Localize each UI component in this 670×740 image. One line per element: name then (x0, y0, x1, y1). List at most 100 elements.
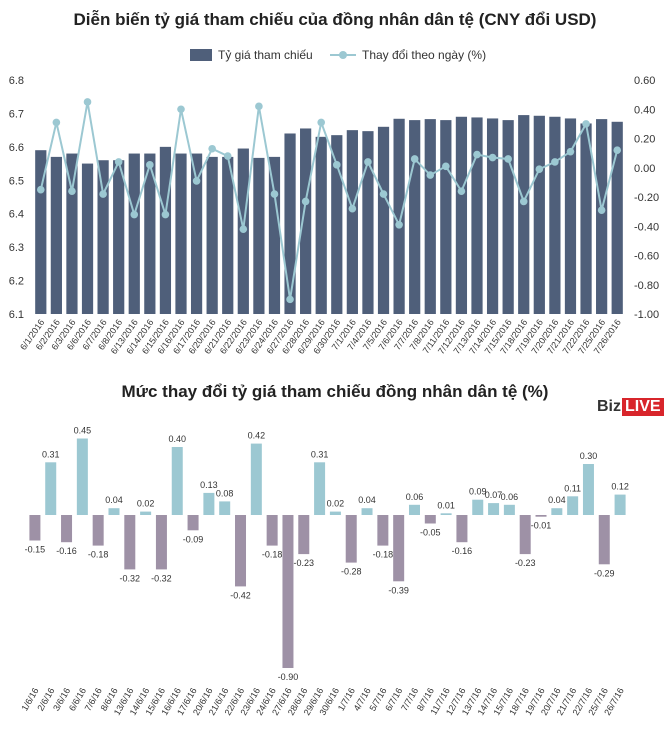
line-point (535, 165, 544, 174)
bar-negative (456, 515, 468, 543)
chart2-title: Mức thay đổi tỷ giá tham chiếu đồng nhân… (121, 382, 549, 401)
bar (502, 120, 514, 314)
bar-positive (76, 438, 88, 515)
line-point (457, 187, 466, 195)
line-point (364, 158, 372, 166)
data-label: -0.18 (88, 550, 109, 560)
bar-positive (408, 504, 420, 515)
line-point (146, 161, 154, 169)
bar-negative (377, 515, 389, 546)
bar (440, 120, 452, 314)
bar (144, 153, 156, 314)
bar-positive (314, 462, 326, 515)
bar-positive (329, 511, 341, 515)
line-point (99, 190, 107, 198)
data-label: 0.40 (168, 434, 186, 444)
line-point (379, 190, 388, 198)
line-point (395, 220, 403, 229)
chart1-legend: Tỷ giá tham chiếu Thay đổi theo ngày (%) (0, 48, 670, 66)
bar-negative (424, 515, 436, 524)
y-left-tick-label: 6.1 (9, 309, 24, 321)
bar-positive (108, 508, 120, 515)
bar (35, 150, 47, 314)
bar (393, 118, 405, 314)
bar (222, 156, 234, 314)
line-point (83, 98, 92, 106)
brand-live: LIVE (622, 398, 664, 416)
line-point (161, 210, 170, 219)
data-label: -0.09 (183, 534, 204, 544)
bar (486, 118, 499, 314)
bar (81, 163, 94, 314)
line-point (255, 102, 263, 111)
line-point (597, 206, 606, 214)
bar-negative (29, 515, 41, 541)
y-left-tick-label: 6.2 (9, 276, 24, 288)
data-label: 0.04 (358, 495, 376, 505)
line-point (239, 225, 248, 233)
chart1-title: Diễn biến tỷ giá tham chiếu của đồng nhâ… (73, 10, 597, 29)
line-point (566, 147, 575, 156)
line-point (332, 161, 341, 169)
line-point (348, 204, 357, 213)
data-label: 0.45 (74, 426, 92, 436)
bar (409, 120, 421, 314)
bar (362, 131, 374, 314)
bar (471, 117, 483, 314)
data-label: -0.18 (373, 550, 394, 560)
bar-positive (503, 504, 515, 515)
data-label: 0.11 (564, 483, 581, 493)
bar (455, 116, 468, 315)
series-line (39, 101, 619, 300)
data-label: -0.15 (25, 545, 46, 555)
bar-positive (582, 464, 594, 515)
bizlive-logo: Biz LIVE (597, 398, 664, 416)
data-label: -0.01 (531, 521, 552, 531)
y-right-tick-label: 0.40 (634, 104, 655, 116)
data-label: 0.04 (105, 495, 123, 505)
line-point (410, 155, 419, 163)
bar (596, 119, 608, 315)
bar-negative (535, 515, 547, 517)
bar-negative (393, 515, 405, 582)
bar (206, 156, 218, 314)
line-point (426, 171, 435, 179)
line-point (551, 158, 559, 166)
bar-negative (345, 515, 357, 563)
bar-negative (282, 515, 294, 668)
bar-positive (250, 443, 262, 515)
bar-negative (155, 515, 167, 570)
bar (564, 118, 577, 314)
data-label: 0.42 (248, 431, 266, 441)
bar (549, 116, 561, 315)
line-point (177, 105, 185, 114)
bar-positive (45, 462, 57, 515)
line-point (473, 150, 481, 159)
y-left-tick-label: 6.6 (9, 142, 24, 154)
bar-negative (298, 515, 310, 555)
y-right-tick-label: -0.40 (634, 221, 659, 233)
bar (300, 128, 312, 314)
bar-positive (203, 492, 215, 515)
line-point (130, 210, 139, 219)
line-point (286, 295, 294, 304)
bar (268, 156, 281, 314)
bar-negative (187, 515, 199, 531)
data-label: 0.04 (548, 495, 566, 505)
line-point (442, 162, 450, 171)
line-point (36, 185, 45, 194)
bar-negative (124, 515, 136, 570)
bar-negative (61, 515, 73, 543)
y-left-tick-label: 6.8 (9, 75, 24, 87)
data-label: 0.07 (485, 490, 503, 500)
bar-positive (140, 511, 152, 515)
legend-line-label: Thay đổi theo ngày (%) (362, 48, 487, 62)
bar (611, 121, 623, 315)
bar (128, 153, 140, 314)
y-right-tick-label: -0.60 (634, 251, 659, 263)
bar (424, 119, 436, 315)
bar (190, 153, 203, 314)
bar-positive (219, 501, 231, 515)
line-point (301, 197, 310, 206)
